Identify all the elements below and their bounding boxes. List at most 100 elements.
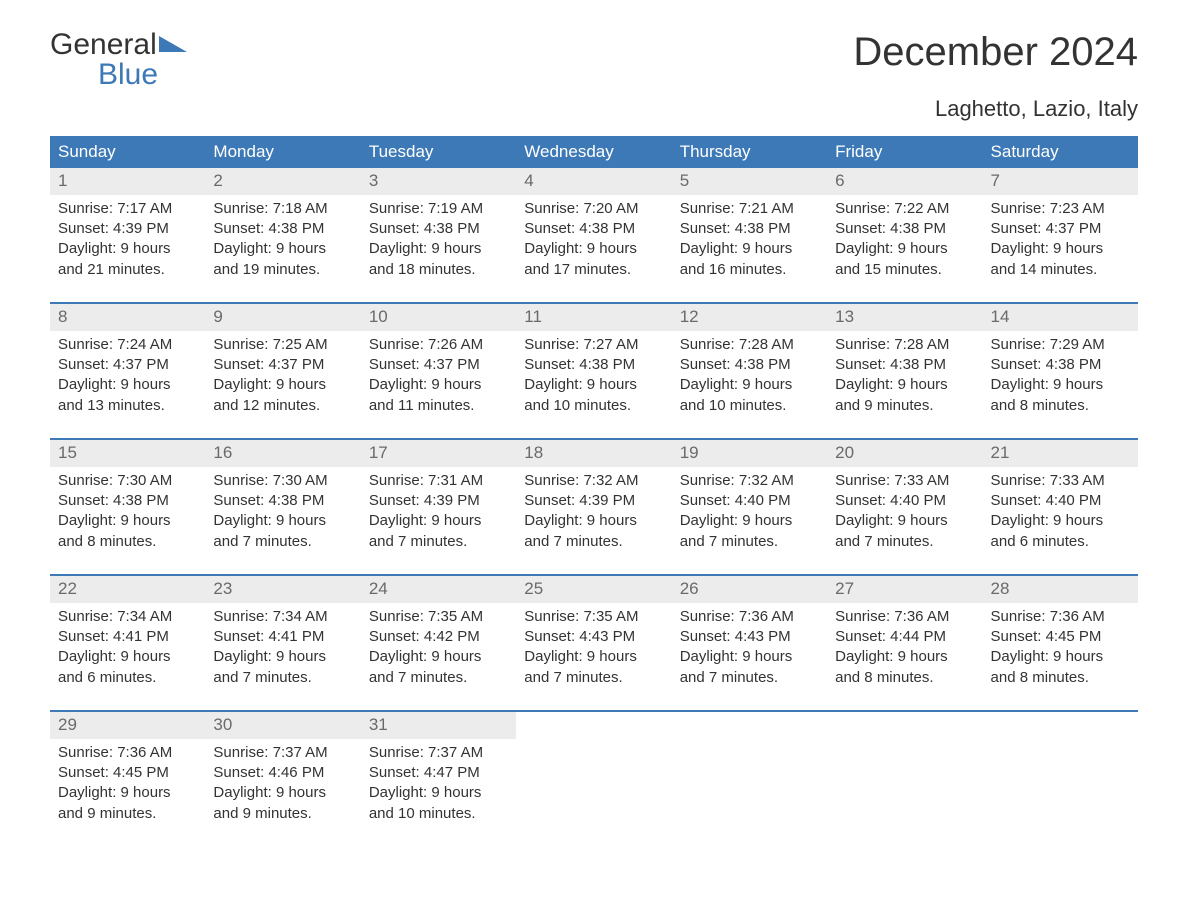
calendar: Sunday Monday Tuesday Wednesday Thursday… — [50, 136, 1138, 832]
day-body: Sunrise: 7:27 AMSunset: 4:38 PMDaylight:… — [516, 331, 671, 424]
calendar-week: 8Sunrise: 7:24 AMSunset: 4:37 PMDaylight… — [50, 302, 1138, 424]
day-body: Sunrise: 7:36 AMSunset: 4:45 PMDaylight:… — [983, 603, 1138, 696]
sunrise-line: Sunrise: 7:32 AM — [524, 471, 663, 491]
daylight-line: Daylight: 9 hours and 10 minutes. — [524, 375, 663, 416]
weekday-header-row: Sunday Monday Tuesday Wednesday Thursday… — [50, 136, 1138, 168]
day-body: Sunrise: 7:20 AMSunset: 4:38 PMDaylight:… — [516, 195, 671, 288]
calendar-week: 22Sunrise: 7:34 AMSunset: 4:41 PMDayligh… — [50, 574, 1138, 696]
calendar-day: 16Sunrise: 7:30 AMSunset: 4:38 PMDayligh… — [205, 440, 360, 560]
weekday-label: Thursday — [672, 136, 827, 168]
sunset-line: Sunset: 4:39 PM — [524, 491, 663, 511]
sunset-line: Sunset: 4:38 PM — [524, 355, 663, 375]
day-number: 20 — [827, 440, 982, 467]
daylight-line: Daylight: 9 hours and 17 minutes. — [524, 239, 663, 280]
sunrise-line: Sunrise: 7:36 AM — [680, 607, 819, 627]
sunset-line: Sunset: 4:47 PM — [369, 763, 508, 783]
weekday-label: Tuesday — [361, 136, 516, 168]
calendar-day — [983, 712, 1138, 832]
sunset-line: Sunset: 4:37 PM — [213, 355, 352, 375]
daylight-line: Daylight: 9 hours and 6 minutes. — [991, 511, 1130, 552]
day-body: Sunrise: 7:19 AMSunset: 4:38 PMDaylight:… — [361, 195, 516, 288]
calendar-week: 1Sunrise: 7:17 AMSunset: 4:39 PMDaylight… — [50, 168, 1138, 288]
sunrise-line: Sunrise: 7:33 AM — [835, 471, 974, 491]
sunset-line: Sunset: 4:38 PM — [680, 219, 819, 239]
sunset-line: Sunset: 4:37 PM — [991, 219, 1130, 239]
day-number: 31 — [361, 712, 516, 739]
day-number: 12 — [672, 304, 827, 331]
day-number: 17 — [361, 440, 516, 467]
sunset-line: Sunset: 4:44 PM — [835, 627, 974, 647]
sunrise-line: Sunrise: 7:30 AM — [213, 471, 352, 491]
sunset-line: Sunset: 4:38 PM — [213, 491, 352, 511]
page-title: December 2024 — [853, 30, 1138, 75]
daylight-line: Daylight: 9 hours and 7 minutes. — [835, 511, 974, 552]
day-number: 22 — [50, 576, 205, 603]
day-body: Sunrise: 7:32 AMSunset: 4:40 PMDaylight:… — [672, 467, 827, 560]
sunrise-line: Sunrise: 7:37 AM — [369, 743, 508, 763]
day-number: 3 — [361, 168, 516, 195]
sunrise-line: Sunrise: 7:29 AM — [991, 335, 1130, 355]
day-number: 25 — [516, 576, 671, 603]
sunrise-line: Sunrise: 7:36 AM — [835, 607, 974, 627]
weekday-label: Sunday — [50, 136, 205, 168]
day-number: 27 — [827, 576, 982, 603]
day-body: Sunrise: 7:18 AMSunset: 4:38 PMDaylight:… — [205, 195, 360, 288]
calendar-week: 29Sunrise: 7:36 AMSunset: 4:45 PMDayligh… — [50, 710, 1138, 832]
calendar-day: 24Sunrise: 7:35 AMSunset: 4:42 PMDayligh… — [361, 576, 516, 696]
day-number: 16 — [205, 440, 360, 467]
day-number: 2 — [205, 168, 360, 195]
calendar-day: 21Sunrise: 7:33 AMSunset: 4:40 PMDayligh… — [983, 440, 1138, 560]
calendar-day — [516, 712, 671, 832]
daylight-line: Daylight: 9 hours and 7 minutes. — [680, 647, 819, 688]
sunset-line: Sunset: 4:38 PM — [991, 355, 1130, 375]
page-subtitle: Laghetto, Lazio, Italy — [50, 96, 1138, 122]
calendar-day: 6Sunrise: 7:22 AMSunset: 4:38 PMDaylight… — [827, 168, 982, 288]
day-number: 21 — [983, 440, 1138, 467]
daylight-line: Daylight: 9 hours and 21 minutes. — [58, 239, 197, 280]
day-body: Sunrise: 7:35 AMSunset: 4:42 PMDaylight:… — [361, 603, 516, 696]
day-body: Sunrise: 7:26 AMSunset: 4:37 PMDaylight:… — [361, 331, 516, 424]
day-number: 15 — [50, 440, 205, 467]
day-number: 24 — [361, 576, 516, 603]
calendar-day: 2Sunrise: 7:18 AMSunset: 4:38 PMDaylight… — [205, 168, 360, 288]
sunrise-line: Sunrise: 7:21 AM — [680, 199, 819, 219]
sunset-line: Sunset: 4:40 PM — [835, 491, 974, 511]
sunset-line: Sunset: 4:43 PM — [524, 627, 663, 647]
daylight-line: Daylight: 9 hours and 8 minutes. — [835, 647, 974, 688]
day-number: 1 — [50, 168, 205, 195]
daylight-line: Daylight: 9 hours and 13 minutes. — [58, 375, 197, 416]
sunrise-line: Sunrise: 7:31 AM — [369, 471, 508, 491]
day-body: Sunrise: 7:33 AMSunset: 4:40 PMDaylight:… — [827, 467, 982, 560]
calendar-day: 4Sunrise: 7:20 AMSunset: 4:38 PMDaylight… — [516, 168, 671, 288]
sunrise-line: Sunrise: 7:17 AM — [58, 199, 197, 219]
calendar-day: 17Sunrise: 7:31 AMSunset: 4:39 PMDayligh… — [361, 440, 516, 560]
sunrise-line: Sunrise: 7:35 AM — [369, 607, 508, 627]
sunset-line: Sunset: 4:45 PM — [58, 763, 197, 783]
day-body: Sunrise: 7:37 AMSunset: 4:46 PMDaylight:… — [205, 739, 360, 832]
sunrise-line: Sunrise: 7:33 AM — [991, 471, 1130, 491]
day-number: 9 — [205, 304, 360, 331]
calendar-day: 5Sunrise: 7:21 AMSunset: 4:38 PMDaylight… — [672, 168, 827, 288]
calendar-day: 1Sunrise: 7:17 AMSunset: 4:39 PMDaylight… — [50, 168, 205, 288]
daylight-line: Daylight: 9 hours and 7 minutes. — [680, 511, 819, 552]
calendar-day: 14Sunrise: 7:29 AMSunset: 4:38 PMDayligh… — [983, 304, 1138, 424]
daylight-line: Daylight: 9 hours and 7 minutes. — [369, 647, 508, 688]
calendar-day: 28Sunrise: 7:36 AMSunset: 4:45 PMDayligh… — [983, 576, 1138, 696]
sunset-line: Sunset: 4:38 PM — [835, 355, 974, 375]
day-body: Sunrise: 7:31 AMSunset: 4:39 PMDaylight:… — [361, 467, 516, 560]
sunset-line: Sunset: 4:38 PM — [213, 219, 352, 239]
daylight-line: Daylight: 9 hours and 7 minutes. — [524, 511, 663, 552]
day-number: 11 — [516, 304, 671, 331]
day-body: Sunrise: 7:25 AMSunset: 4:37 PMDaylight:… — [205, 331, 360, 424]
sunset-line: Sunset: 4:38 PM — [524, 219, 663, 239]
sunrise-line: Sunrise: 7:25 AM — [213, 335, 352, 355]
daylight-line: Daylight: 9 hours and 7 minutes. — [369, 511, 508, 552]
sunrise-line: Sunrise: 7:18 AM — [213, 199, 352, 219]
calendar-day: 7Sunrise: 7:23 AMSunset: 4:37 PMDaylight… — [983, 168, 1138, 288]
calendar-day: 23Sunrise: 7:34 AMSunset: 4:41 PMDayligh… — [205, 576, 360, 696]
day-body: Sunrise: 7:32 AMSunset: 4:39 PMDaylight:… — [516, 467, 671, 560]
sunrise-line: Sunrise: 7:32 AM — [680, 471, 819, 491]
day-number: 30 — [205, 712, 360, 739]
day-body: Sunrise: 7:36 AMSunset: 4:43 PMDaylight:… — [672, 603, 827, 696]
calendar-day: 13Sunrise: 7:28 AMSunset: 4:38 PMDayligh… — [827, 304, 982, 424]
